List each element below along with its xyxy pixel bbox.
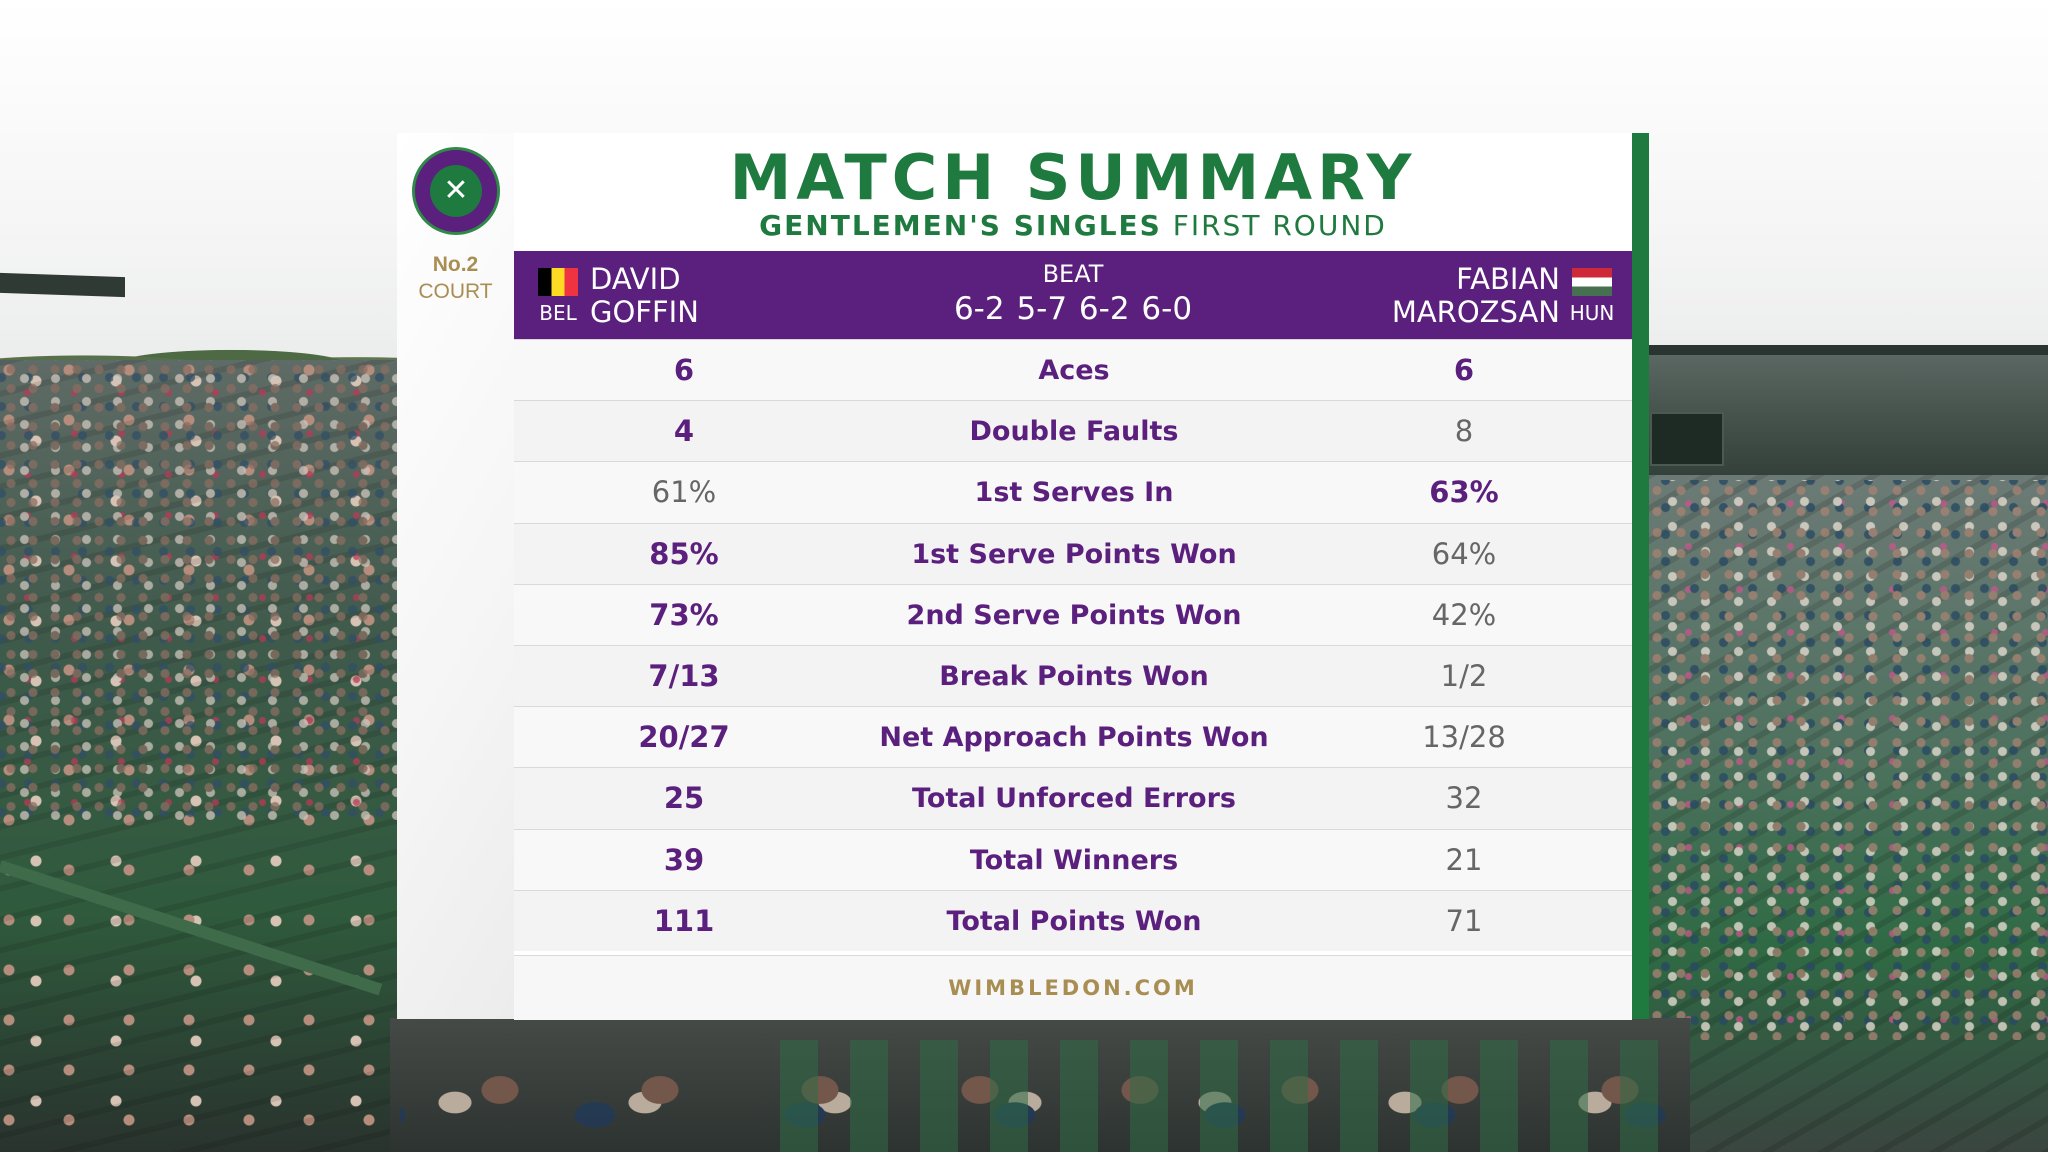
player-2-flag-col: HUN <box>1570 263 1614 326</box>
player-2-first-name: FABIAN <box>1456 262 1560 296</box>
stat-p2-value: 32 <box>1445 781 1483 816</box>
stat-p2-value: 64% <box>1431 536 1497 571</box>
stat-label: Total Unforced Errors <box>912 783 1236 815</box>
crowd-left <box>0 360 420 820</box>
stat-row: 61% 1st Serves In 63% <box>514 461 1632 523</box>
match-result: BEAT 6-2 5-7 6-2 6-0 <box>514 259 1632 329</box>
player-1-country: BEL <box>539 301 577 325</box>
stat-row: 6 Aces 6 <box>514 339 1632 401</box>
scoreboard-right <box>1650 412 1724 466</box>
player-1-first-name: DAVID <box>590 262 681 296</box>
stat-p1-value: 4 <box>673 414 695 449</box>
match-summary-panel: ✕ No.2 COURT MATCH SUMMARY GENTLEMEN'S S… <box>397 133 1649 1020</box>
stat-p2-value: 6 <box>1453 353 1475 387</box>
stat-p2-value: 71 <box>1445 903 1483 938</box>
stat-label: Double Faults <box>969 416 1179 448</box>
players-bar: BEL DAVID GOFFIN BEAT 6-2 5-7 6-2 6-0 FA… <box>514 251 1632 339</box>
court-label: No.2 COURT <box>397 251 514 305</box>
event-name: GENTLEMEN'S SINGLES <box>759 209 1162 242</box>
stat-p2-value: 8 <box>1454 414 1474 449</box>
match-score: 6-2 5-7 6-2 6-0 <box>953 291 1193 327</box>
stat-p2-value: 63% <box>1429 475 1499 510</box>
court-number: No.2 <box>432 253 479 276</box>
seats-bottom <box>780 1040 1680 1152</box>
logo-column: ✕ No.2 COURT <box>397 133 514 1019</box>
stat-label: Net Approach Points Won <box>879 722 1269 754</box>
stat-p2-value: 13/28 <box>1422 720 1506 755</box>
player-2: FABIAN MAROZSAN HUN <box>1392 263 1615 329</box>
stat-label: Total Winners <box>969 844 1179 876</box>
stat-row: 20/27 Net Approach Points Won 13/28 <box>514 706 1632 768</box>
stat-p2-value: 1/2 <box>1440 658 1488 693</box>
stat-p1-value: 61% <box>651 475 717 510</box>
court-word: COURT <box>418 280 493 303</box>
player-2-last-name: MAROZSAN <box>1391 295 1560 329</box>
event-subtitle: GENTLEMEN'S SINGLES FIRST ROUND <box>514 206 1632 246</box>
crossed-rackets-icon: ✕ <box>430 165 482 217</box>
stat-label: 2nd Serve Points Won <box>906 599 1242 631</box>
stat-row: 73% 2nd Serve Points Won 42% <box>514 583 1632 645</box>
stat-p2-value: 42% <box>1431 597 1497 632</box>
stats-table: 6 Aces 6 4 Double Faults 8 61% 1st Serve… <box>514 339 1632 951</box>
stat-label: 1st Serve Points Won <box>911 538 1237 570</box>
stat-p1-value: 7/13 <box>648 658 720 693</box>
stat-p1-value: 39 <box>663 842 705 877</box>
crowd-right <box>1645 480 2048 1040</box>
stat-row: 25 Total Unforced Errors 32 <box>514 767 1632 829</box>
player-1: BEL DAVID GOFFIN <box>536 263 699 329</box>
player-1-names: DAVID GOFFIN <box>590 263 699 329</box>
website-footer: WIMBLEDON.COM <box>514 955 1632 1020</box>
stat-p1-value: 111 <box>653 903 715 938</box>
accent-bar <box>1632 133 1649 1019</box>
belgium-flag-icon <box>538 268 578 296</box>
stat-row: 111 Total Points Won 71 <box>514 889 1632 951</box>
player-1-last-name: GOFFIN <box>590 295 699 329</box>
hungary-flag-icon <box>1572 268 1612 296</box>
player-1-flag-col: BEL <box>536 263 580 326</box>
player-2-country: HUN <box>1569 301 1615 325</box>
stat-p2-value: 21 <box>1445 842 1483 877</box>
stat-row: 85% 1st Serve Points Won 64% <box>514 522 1632 584</box>
stat-p1-value: 20/27 <box>638 720 730 755</box>
page-title: MATCH SUMMARY <box>729 141 1417 214</box>
summary-main: MATCH SUMMARY GENTLEMEN'S SINGLES FIRST … <box>514 133 1632 1020</box>
stat-p1-value: 6 <box>673 353 695 387</box>
player-2-names: FABIAN MAROZSAN <box>1392 263 1560 329</box>
stat-label: Break Points Won <box>939 660 1209 692</box>
stat-p1-value: 25 <box>663 781 705 816</box>
round-name: FIRST ROUND <box>1172 209 1387 242</box>
stat-label: 1st Serves In <box>974 477 1174 509</box>
wimbledon-logo-icon: ✕ <box>412 147 500 235</box>
stat-row: 7/13 Break Points Won 1/2 <box>514 644 1632 707</box>
stat-row: 4 Double Faults 8 <box>514 400 1632 462</box>
stat-p1-value: 73% <box>649 597 719 632</box>
stat-label: Total Points Won <box>946 905 1202 937</box>
stat-p1-value: 85% <box>649 536 719 571</box>
stat-label: Aces <box>1038 355 1110 386</box>
stat-row: 39 Total Winners 21 <box>514 828 1632 890</box>
result-word: BEAT <box>1042 260 1104 288</box>
